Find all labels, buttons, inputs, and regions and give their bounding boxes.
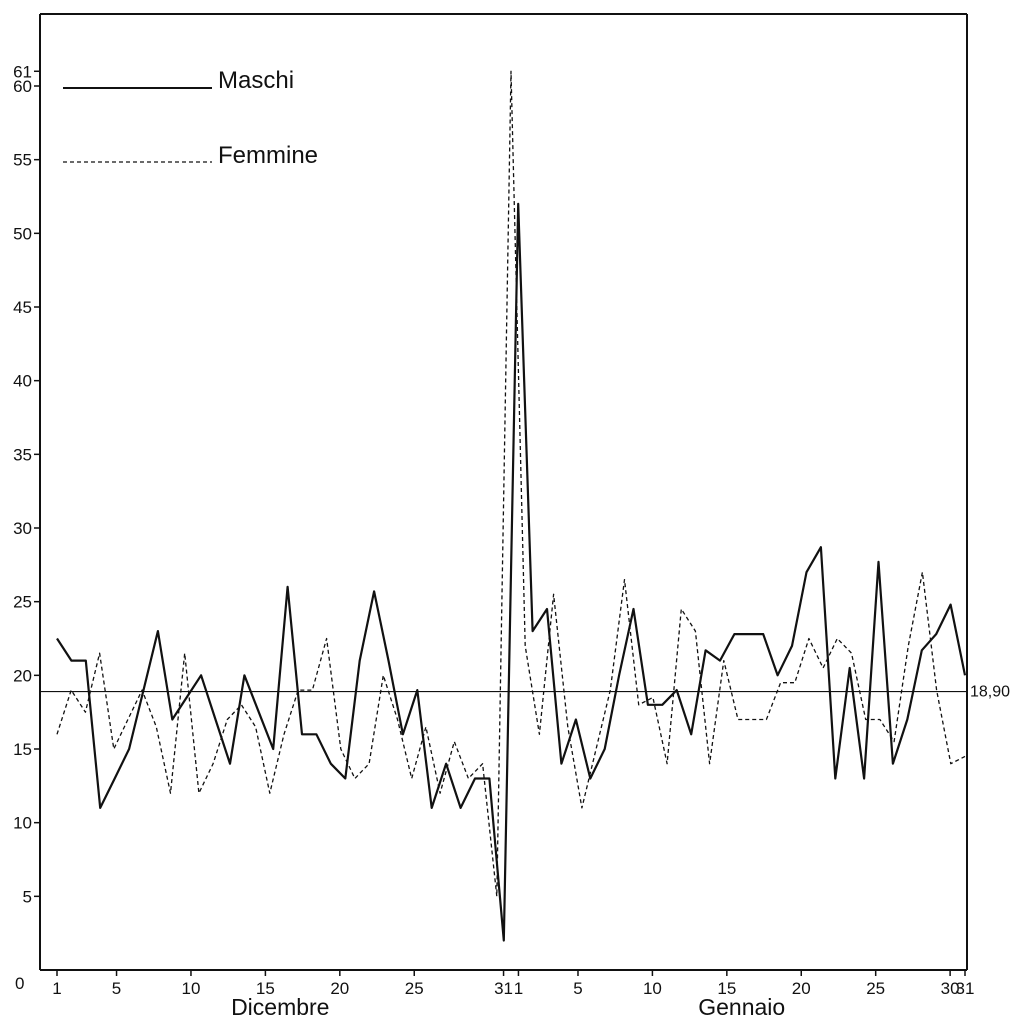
x-tick-label: 31 [956,979,975,998]
x-tick-label: 15 [256,979,275,998]
y-tick-label: 50 [13,224,32,243]
y-tick-label: 30 [13,519,32,538]
series-lines [56,70,967,942]
y-tick-label: 45 [13,298,32,317]
y-tick-label: 40 [13,372,32,391]
y-tick-label: 60 [13,77,32,96]
y-tick-label: 15 [13,740,32,759]
y-tick-label: 20 [13,666,32,685]
y-tick-label: 10 [13,814,32,833]
month-label-dicembre: Dicembre [231,994,329,1020]
y-tick-label: 5 [23,887,32,906]
y-tick-label: 25 [13,593,32,612]
reference-line-group: 18,90 [40,684,1010,701]
x-tick-label: 1 [52,979,61,998]
legend-label-maschi: Maschi [218,67,294,94]
y-tick-label: 35 [13,445,32,464]
x-tick-label: 20 [330,979,349,998]
month-labels: Dicembre Gennaio [231,994,785,1020]
legend-label-femmine: Femmine [218,142,318,169]
x-tick-label: 5 [573,979,582,998]
y-tick-label: 55 [13,151,32,170]
x-tick-label: 5 [112,979,121,998]
x-tick-label: 20 [792,979,811,998]
x-tick-label: 31 [494,979,513,998]
x-tick-label: 25 [866,979,885,998]
x-tick-label: 25 [405,979,424,998]
legend: Maschi Femmine [63,67,318,169]
series-line-maschi [56,202,967,942]
reference-line-label: 18,90 [970,684,1010,701]
series-line-femmine [56,70,966,897]
origin-label: 0 [15,974,24,993]
month-label-gennaio: Gennaio [698,994,785,1020]
x-tick-label: 10 [182,979,201,998]
x-tick-label: 10 [643,979,662,998]
x-tick-label: 30 [941,979,960,998]
x-tick-label: 15 [717,979,736,998]
x-tick-label: 1 [514,979,523,998]
y-tick-label: 61 [13,62,32,81]
